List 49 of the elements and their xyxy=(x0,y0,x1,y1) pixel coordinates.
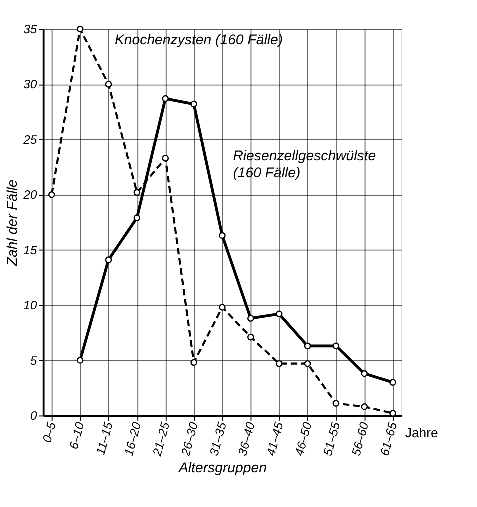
point xyxy=(190,100,198,108)
point xyxy=(361,404,368,410)
point xyxy=(304,342,312,350)
y-tick-label: 15 xyxy=(24,243,38,258)
x-tick-label: 36–40 xyxy=(236,420,258,458)
x-tick-label: 46–50 xyxy=(292,420,315,458)
x-tick-label: 41–45 xyxy=(264,420,286,458)
x-tick-label: 16–20 xyxy=(122,420,144,458)
y-tick-label: 35 xyxy=(24,22,38,36)
point xyxy=(162,95,170,102)
point xyxy=(361,370,368,378)
point xyxy=(276,360,283,368)
x-tick-label: 61–65 xyxy=(378,420,400,458)
y-tick-label: 0 xyxy=(30,408,38,423)
x-tick-label: 21–25 xyxy=(150,420,173,458)
y-tick-label: 25 xyxy=(22,132,38,147)
point xyxy=(190,359,198,366)
x-tick-label: 51–55 xyxy=(320,420,344,458)
point xyxy=(105,256,112,264)
point xyxy=(76,26,84,33)
point xyxy=(134,214,141,222)
x-tick-label: 56–60 xyxy=(349,420,372,458)
point xyxy=(276,310,283,318)
text: Jahre xyxy=(405,425,438,440)
point xyxy=(134,189,141,196)
point xyxy=(48,191,56,198)
point xyxy=(76,357,84,364)
point xyxy=(219,304,226,311)
y-tick-label: 20 xyxy=(22,188,38,202)
point xyxy=(162,155,170,162)
y-tick-label: 30 xyxy=(24,78,38,92)
x-tick-label: 0–5 xyxy=(40,420,59,444)
x-tick-label: 26–30 xyxy=(178,420,202,458)
point xyxy=(390,379,396,386)
point xyxy=(248,334,254,341)
point xyxy=(219,232,226,240)
x-tick-label: 11–15 xyxy=(94,420,116,457)
point xyxy=(390,410,396,417)
y-tick-label: 5 xyxy=(30,354,38,368)
x-axis-title: Altersgruppen xyxy=(178,460,268,476)
x-tick-label: 6–10 xyxy=(66,420,88,451)
point xyxy=(105,81,112,88)
point xyxy=(248,315,254,322)
point xyxy=(332,342,340,350)
point xyxy=(304,360,312,368)
x-tick-label: 31–35 xyxy=(207,420,230,458)
y-tick-label: 10 xyxy=(24,298,38,313)
point xyxy=(332,400,340,407)
y-axis-title: Zahl der Fälle xyxy=(4,180,20,268)
